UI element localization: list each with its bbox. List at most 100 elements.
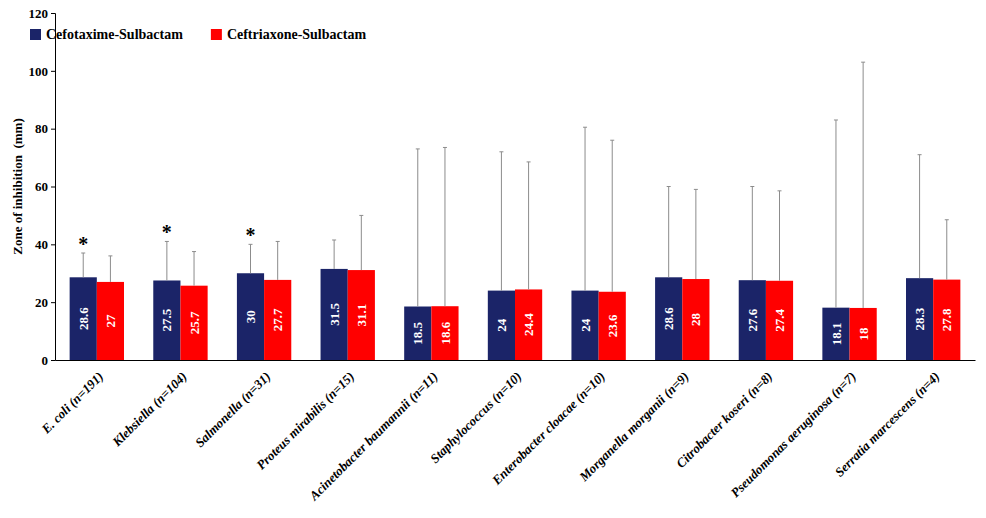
- bar: [766, 281, 793, 360]
- x-tick-label: Serratia marcescens (n=4): [832, 369, 943, 480]
- x-tick-label: Staphylococcus (n=10): [427, 369, 524, 466]
- error-bar-line: [110, 256, 111, 282]
- data-label: 30: [243, 310, 258, 323]
- data-label: 28.3: [912, 307, 927, 330]
- data-label: 18.6: [438, 321, 453, 344]
- y-tick-label: 60: [35, 179, 48, 194]
- x-tick: Citrobacter koseri (n=8): [673, 369, 775, 471]
- error-bar-line: [528, 162, 529, 290]
- error-bar-line: [695, 189, 696, 279]
- error-bar: [750, 187, 754, 281]
- error-bar-line: [166, 241, 167, 280]
- error-bar-cap: [694, 189, 698, 190]
- error-bar-line: [361, 215, 362, 270]
- x-tick-label: Salmonella (n=31): [192, 369, 273, 450]
- error-bar: [861, 62, 865, 308]
- error-bar: [918, 155, 922, 278]
- bar: [404, 307, 431, 360]
- error-bar-line: [417, 149, 418, 307]
- y-axis-title: Zone of inhibition (mm): [10, 118, 25, 255]
- error-bar-line: [835, 120, 836, 308]
- error-bar-cap: [416, 148, 420, 149]
- bar: [599, 292, 626, 360]
- legend-label: Cefotaxime-Sulbactam: [46, 27, 183, 42]
- x-tick-label: Klebsiella (n=104): [109, 369, 190, 450]
- data-label: 18.1: [829, 322, 844, 345]
- error-bar: [443, 147, 447, 306]
- y-tick-label: 20: [35, 295, 48, 310]
- data-label: 28: [688, 313, 703, 327]
- x-tick: Salmonella (n=31): [192, 369, 273, 450]
- error-bar: [694, 189, 698, 279]
- data-label: 27.8: [939, 308, 954, 331]
- x-tick: Acinetobacter baumannii (n=11): [306, 369, 441, 504]
- x-tick: E. coli (n=191): [38, 369, 106, 437]
- error-bar-line: [277, 241, 278, 279]
- y-tick-mark: [51, 360, 55, 361]
- error-bar: [359, 215, 363, 270]
- data-label: 28.6: [661, 307, 676, 330]
- y-tick-label: 80: [35, 121, 48, 136]
- data-label: 25.7: [187, 311, 202, 334]
- error-bar-cap: [945, 219, 949, 220]
- error-bar-line: [83, 253, 84, 277]
- legend-swatch: [30, 29, 41, 40]
- bar: [348, 270, 375, 360]
- data-label: 31.1: [354, 304, 369, 327]
- marks: [70, 62, 961, 360]
- y-axis: 020406080100120: [29, 6, 56, 368]
- error-bar: [192, 252, 196, 286]
- y-tick-mark: [51, 302, 55, 303]
- y-tick-mark: [51, 71, 55, 72]
- x-tick: Serratia marcescens (n=4): [832, 369, 943, 480]
- error-bar-cap: [918, 154, 922, 155]
- error-bar-cap: [527, 161, 531, 162]
- error-bar-cap: [583, 127, 587, 128]
- legend-item: Cefotaxime-Sulbactam: [30, 27, 183, 42]
- x-tick-label: Citrobacter koseri (n=8): [673, 369, 775, 471]
- error-bar-cap: [750, 186, 754, 187]
- y-tick: 120: [29, 6, 56, 21]
- x-tick-label: E. coli (n=191): [38, 369, 106, 437]
- error-bar-line: [194, 252, 195, 286]
- legend: Cefotaxime-Sulbactam Ceftriaxone-Sulbacta…: [30, 27, 366, 42]
- y-tick-mark: [51, 187, 55, 188]
- bar: [488, 291, 515, 360]
- data-label: 24.4: [521, 313, 536, 336]
- y-axis-line: [51, 14, 56, 361]
- y-tick-label: 100: [29, 63, 49, 78]
- error-bar: [249, 244, 253, 273]
- error-bar-line: [668, 187, 669, 278]
- x-tick: Morganella morganii (n=9): [575, 369, 691, 485]
- data-label: 27: [103, 314, 118, 328]
- legend-swatch: [211, 29, 222, 40]
- bar: [906, 278, 933, 360]
- bar: [655, 277, 682, 360]
- y-tick: 20: [35, 295, 55, 310]
- x-axis-line: [56, 360, 976, 361]
- error-bar-line: [919, 155, 920, 278]
- error-bar: [583, 127, 587, 290]
- annotation: *: [78, 233, 88, 255]
- error-bar-cap: [834, 119, 838, 120]
- error-bar: [499, 152, 503, 291]
- x-tick: Klebsiella (n=104): [109, 369, 190, 450]
- error-bar: [276, 241, 280, 279]
- error-bar-line: [501, 152, 502, 291]
- bar: [180, 286, 207, 360]
- x-tick: Staphylococcus (n=10): [427, 369, 524, 466]
- annotation: *: [246, 224, 256, 246]
- error-bar-line: [946, 220, 947, 280]
- data-label: 27.4: [772, 309, 787, 332]
- legend-item: Ceftriaxone-Sulbactam: [211, 27, 367, 42]
- data-labels: 28.627.53031.518.5242428.627.618.128.327…: [76, 303, 955, 346]
- error-bar-line: [779, 191, 780, 281]
- x-tick-label: Morganella morganii (n=9): [575, 369, 691, 485]
- y-tick: 0: [42, 353, 56, 368]
- bar: [321, 269, 348, 360]
- error-bar-cap: [667, 186, 671, 187]
- chart-container: 020406080100120E. coli (n=191)Klebsiella…: [0, 0, 986, 518]
- bar: [739, 280, 766, 360]
- data-label: 31.5: [327, 303, 342, 326]
- error-bar: [778, 191, 782, 281]
